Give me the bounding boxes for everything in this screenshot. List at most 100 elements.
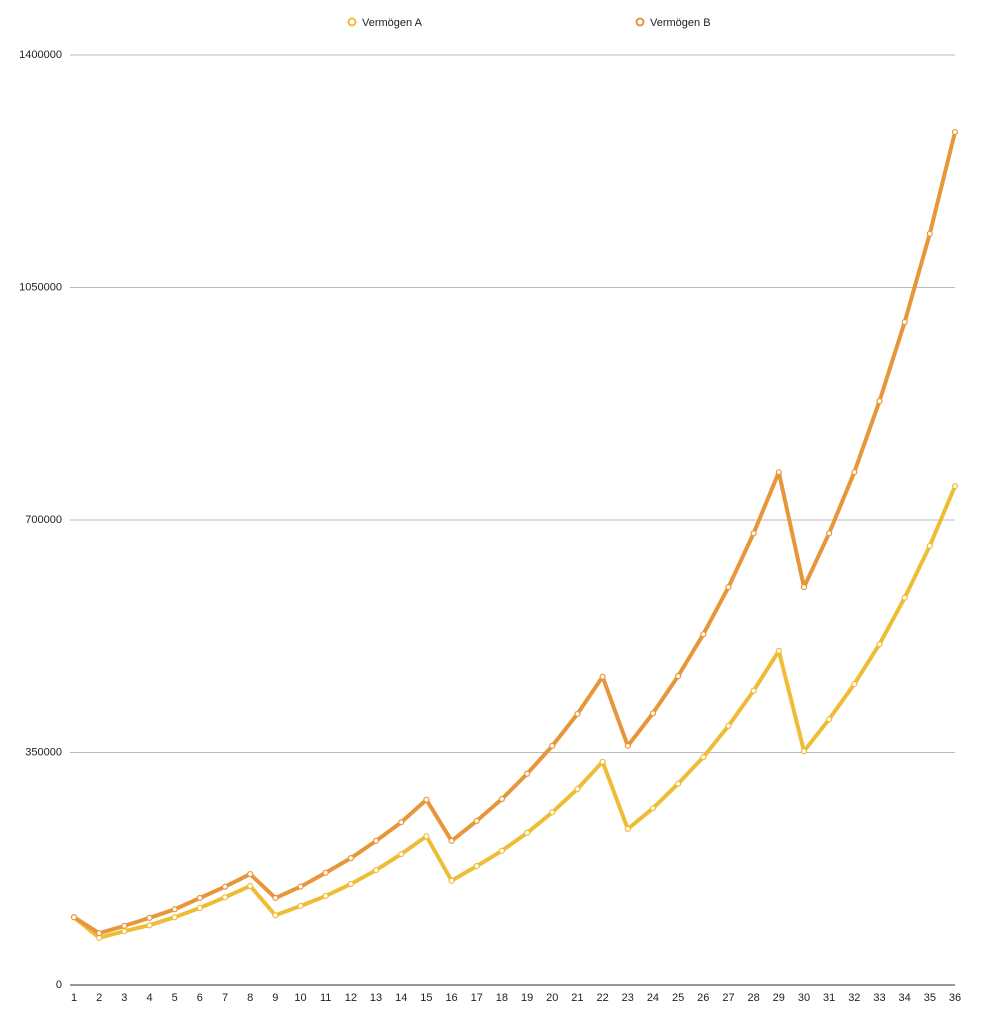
data-point	[523, 770, 531, 777]
data-point	[851, 680, 858, 688]
x-tick-label: 7	[222, 992, 228, 1004]
data-point	[448, 837, 455, 844]
x-tick-label: 24	[647, 992, 659, 1004]
data-point	[247, 870, 254, 878]
data-point	[398, 851, 405, 858]
data-point	[146, 914, 153, 922]
data-point	[221, 894, 229, 901]
x-tick-label: 13	[370, 992, 382, 1004]
series-line	[72, 131, 957, 936]
data-point	[423, 833, 430, 840]
data-point	[297, 902, 304, 910]
data-point	[146, 922, 153, 929]
data-point	[272, 894, 279, 902]
x-tick-label: 34	[899, 992, 911, 1004]
data-point	[272, 912, 279, 919]
data-point	[549, 742, 556, 749]
x-tick-label: 27	[722, 992, 734, 1004]
data-point	[926, 542, 933, 550]
data-point	[876, 397, 883, 405]
legend-marker	[347, 17, 357, 27]
data-point	[196, 894, 203, 902]
data-point	[649, 710, 657, 717]
y-tick-label: 0	[56, 979, 62, 991]
x-tick-label: 35	[924, 992, 936, 1004]
data-point	[322, 869, 329, 876]
data-point	[96, 930, 103, 937]
data-point	[574, 710, 581, 718]
x-tick-label: 14	[395, 992, 407, 1004]
data-point	[247, 882, 254, 890]
data-point	[121, 928, 128, 935]
data-point	[347, 855, 354, 862]
data-point	[473, 817, 480, 825]
legend-marker	[635, 17, 645, 27]
x-tick-label: 28	[748, 992, 760, 1004]
data-point	[775, 469, 782, 476]
data-point	[549, 809, 556, 816]
x-tick-label: 3	[121, 992, 127, 1004]
x-tick-label: 26	[697, 992, 709, 1004]
data-point	[700, 631, 707, 638]
data-point	[196, 904, 203, 912]
data-point	[926, 230, 933, 237]
x-tick-label: 22	[596, 992, 608, 1004]
data-point	[372, 866, 380, 874]
data-point	[599, 673, 606, 680]
data-point	[750, 687, 757, 694]
data-point	[347, 880, 354, 888]
data-point	[826, 716, 833, 723]
data-point	[372, 837, 380, 844]
data-point	[322, 892, 329, 900]
data-point	[851, 469, 858, 476]
x-tick-label: 15	[420, 992, 432, 1004]
y-tick-label: 700000	[25, 514, 62, 526]
data-point	[599, 758, 606, 765]
data-point	[951, 483, 959, 490]
data-point	[800, 583, 808, 591]
data-point	[423, 796, 430, 803]
y-tick-label: 1400000	[19, 49, 62, 61]
x-tick-label: 36	[949, 992, 961, 1004]
y-tick-label: 350000	[25, 746, 62, 758]
data-point	[725, 583, 732, 591]
data-point	[398, 819, 405, 826]
x-tick-label: 11	[320, 992, 331, 1004]
x-tick-label: 33	[873, 992, 885, 1004]
data-point	[901, 594, 908, 601]
x-tick-label: 12	[345, 992, 357, 1004]
data-point	[221, 883, 229, 890]
data-point	[574, 785, 581, 793]
x-tick-label: 18	[496, 992, 508, 1004]
data-point	[498, 847, 506, 854]
data-point	[750, 530, 757, 537]
data-point	[624, 742, 631, 749]
data-point	[800, 748, 808, 755]
legend-label: Vermögen A	[362, 17, 423, 29]
x-tick-label: 8	[247, 992, 253, 1004]
x-tick-label: 1	[71, 992, 77, 1004]
x-tick-label: 5	[172, 992, 178, 1004]
data-point	[951, 128, 959, 136]
data-point	[523, 829, 531, 836]
data-point	[700, 754, 707, 761]
x-tick-label: 9	[272, 992, 278, 1004]
data-point	[473, 862, 480, 870]
data-point	[725, 722, 732, 730]
data-point	[876, 641, 883, 648]
x-tick-label: 6	[197, 992, 203, 1004]
data-point	[448, 877, 455, 884]
y-tick-label: 1050000	[19, 281, 62, 293]
x-tick-label: 31	[823, 992, 835, 1004]
x-tick-label: 32	[848, 992, 860, 1004]
x-tick-label: 20	[546, 992, 558, 1004]
data-point	[675, 673, 682, 680]
data-point	[297, 883, 304, 890]
data-point	[171, 906, 178, 913]
data-point	[624, 825, 631, 832]
data-point	[498, 795, 506, 803]
x-tick-label: 4	[146, 992, 152, 1004]
data-point	[901, 318, 908, 326]
x-tick-label: 17	[471, 992, 483, 1004]
